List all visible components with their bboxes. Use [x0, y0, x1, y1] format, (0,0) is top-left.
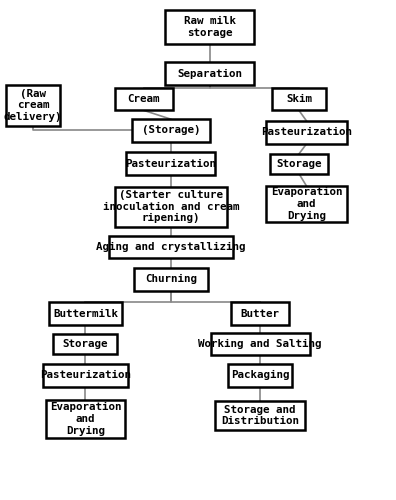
Text: (Raw
cream
delivery): (Raw cream delivery): [4, 89, 62, 122]
Text: Evaporation
and
Drying: Evaporation and Drying: [50, 402, 121, 436]
Text: Pasteurization: Pasteurization: [126, 159, 216, 169]
FancyBboxPatch shape: [228, 364, 292, 386]
FancyBboxPatch shape: [46, 400, 125, 438]
Text: Working and Salting: Working and Salting: [198, 339, 322, 349]
Text: Butter: Butter: [241, 308, 280, 318]
FancyBboxPatch shape: [132, 119, 209, 142]
Text: Storage: Storage: [276, 159, 322, 169]
FancyBboxPatch shape: [6, 86, 60, 126]
Text: Separation: Separation: [177, 68, 242, 78]
FancyBboxPatch shape: [53, 334, 118, 354]
Text: Pasteurization: Pasteurization: [40, 370, 131, 380]
Text: Evaporation
and
Drying: Evaporation and Drying: [271, 188, 343, 220]
FancyBboxPatch shape: [165, 10, 254, 43]
FancyBboxPatch shape: [266, 186, 347, 222]
FancyBboxPatch shape: [134, 268, 208, 290]
FancyBboxPatch shape: [114, 187, 227, 227]
FancyBboxPatch shape: [49, 302, 122, 325]
Text: Storage: Storage: [63, 339, 108, 349]
Text: (Starter culture
inoculation and cream
ripening): (Starter culture inoculation and cream r…: [103, 190, 239, 224]
FancyBboxPatch shape: [165, 62, 254, 85]
FancyBboxPatch shape: [211, 333, 310, 355]
Text: Raw milk
storage: Raw milk storage: [184, 16, 236, 38]
FancyBboxPatch shape: [231, 302, 289, 325]
Text: Churning: Churning: [145, 274, 197, 284]
Text: Pasteurization: Pasteurization: [261, 128, 352, 138]
FancyBboxPatch shape: [126, 152, 215, 175]
FancyBboxPatch shape: [215, 401, 305, 430]
Text: Cream: Cream: [128, 94, 160, 104]
FancyBboxPatch shape: [43, 364, 128, 386]
FancyBboxPatch shape: [109, 236, 233, 258]
Text: Storage and
Distribution: Storage and Distribution: [221, 405, 299, 426]
FancyBboxPatch shape: [270, 154, 328, 174]
Text: Aging and crystallizing: Aging and crystallizing: [96, 242, 246, 252]
Text: Buttermilk: Buttermilk: [53, 308, 118, 318]
FancyBboxPatch shape: [266, 121, 347, 144]
Text: (Storage): (Storage): [142, 126, 200, 136]
FancyBboxPatch shape: [272, 88, 326, 110]
Text: Skim: Skim: [286, 94, 312, 104]
Text: Packaging: Packaging: [231, 370, 289, 380]
FancyBboxPatch shape: [114, 88, 173, 110]
